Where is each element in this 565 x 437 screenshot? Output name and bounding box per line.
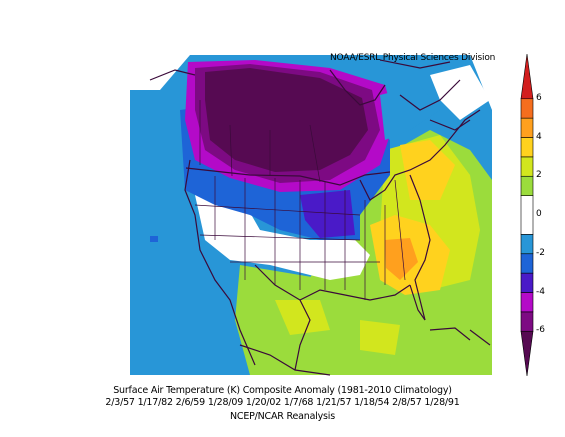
colorbar-bin (520, 292, 534, 313)
colorbar-bin (520, 175, 534, 196)
colorbar-bin (520, 53, 534, 100)
colorbar-tick-label: 0 (536, 209, 542, 219)
state-lines (194, 100, 406, 300)
colorbar-bin (520, 253, 534, 274)
colorbar-tick-label: -4 (536, 286, 545, 297)
colorbar-bin (520, 195, 534, 235)
anomaly-field (130, 55, 492, 375)
colorbar (520, 53, 534, 377)
credit-text: NOAA/ESRL Physical Sciences Division (330, 53, 496, 63)
colorbar-bin (520, 137, 534, 158)
composite-dates: 2/3/57 1/17/82 2/6/59 1/28/09 1/20/02 1/… (105, 397, 460, 408)
colorbar-bin (520, 272, 534, 293)
colorbar-bin (520, 330, 534, 377)
colorbar-tick-label: -2 (536, 247, 545, 258)
colorbar-tick-label: -6 (536, 325, 545, 336)
colorbar-bin (520, 156, 534, 177)
colorbar-tick-label: 6 (536, 92, 542, 103)
colorbar-bin (520, 311, 534, 332)
colorbar-bin (520, 117, 534, 138)
chart-title: Surface Air Temperature (K) Composite An… (113, 385, 452, 396)
colorbar-bin (520, 98, 534, 119)
colorbar-tick-label: 2 (536, 170, 542, 181)
data-source: NCEP/NCAR Reanalysis (229, 411, 335, 422)
colorbar-bin (520, 234, 534, 255)
colorbar-tick-label: 4 (536, 131, 542, 142)
